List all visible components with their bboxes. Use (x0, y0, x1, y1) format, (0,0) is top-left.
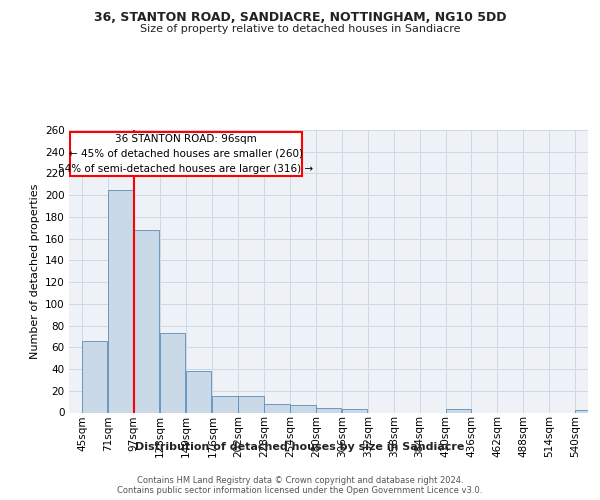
Bar (446, 409, 471, 412)
Y-axis label: Number of detached properties: Number of detached properties (29, 184, 40, 359)
Bar (342, 409, 367, 412)
Text: Contains HM Land Registry data © Crown copyright and database right 2024.: Contains HM Land Registry data © Crown c… (137, 476, 463, 485)
Text: 36 STANTON ROAD: 96sqm
← 45% of detached houses are smaller (260)
54% of semi-de: 36 STANTON ROAD: 96sqm ← 45% of detached… (58, 134, 313, 173)
Bar (185, 371, 211, 412)
Bar (108, 190, 133, 412)
Text: 36, STANTON ROAD, SANDIACRE, NOTTINGHAM, NG10 5DD: 36, STANTON ROAD, SANDIACRE, NOTTINGHAM,… (94, 11, 506, 24)
Bar (290, 405, 316, 412)
FancyBboxPatch shape (70, 132, 302, 176)
Bar (238, 396, 264, 412)
Text: Contains public sector information licensed under the Open Government Licence v3: Contains public sector information licen… (118, 486, 482, 495)
Bar (264, 404, 290, 412)
Text: Size of property relative to detached houses in Sandiacre: Size of property relative to detached ho… (140, 24, 460, 34)
Bar (134, 230, 159, 412)
Bar (316, 408, 341, 412)
Bar (212, 396, 238, 412)
Bar (82, 341, 107, 412)
Bar (160, 333, 185, 412)
Bar (575, 410, 600, 412)
Text: Distribution of detached houses by size in Sandiacre: Distribution of detached houses by size … (136, 442, 464, 452)
